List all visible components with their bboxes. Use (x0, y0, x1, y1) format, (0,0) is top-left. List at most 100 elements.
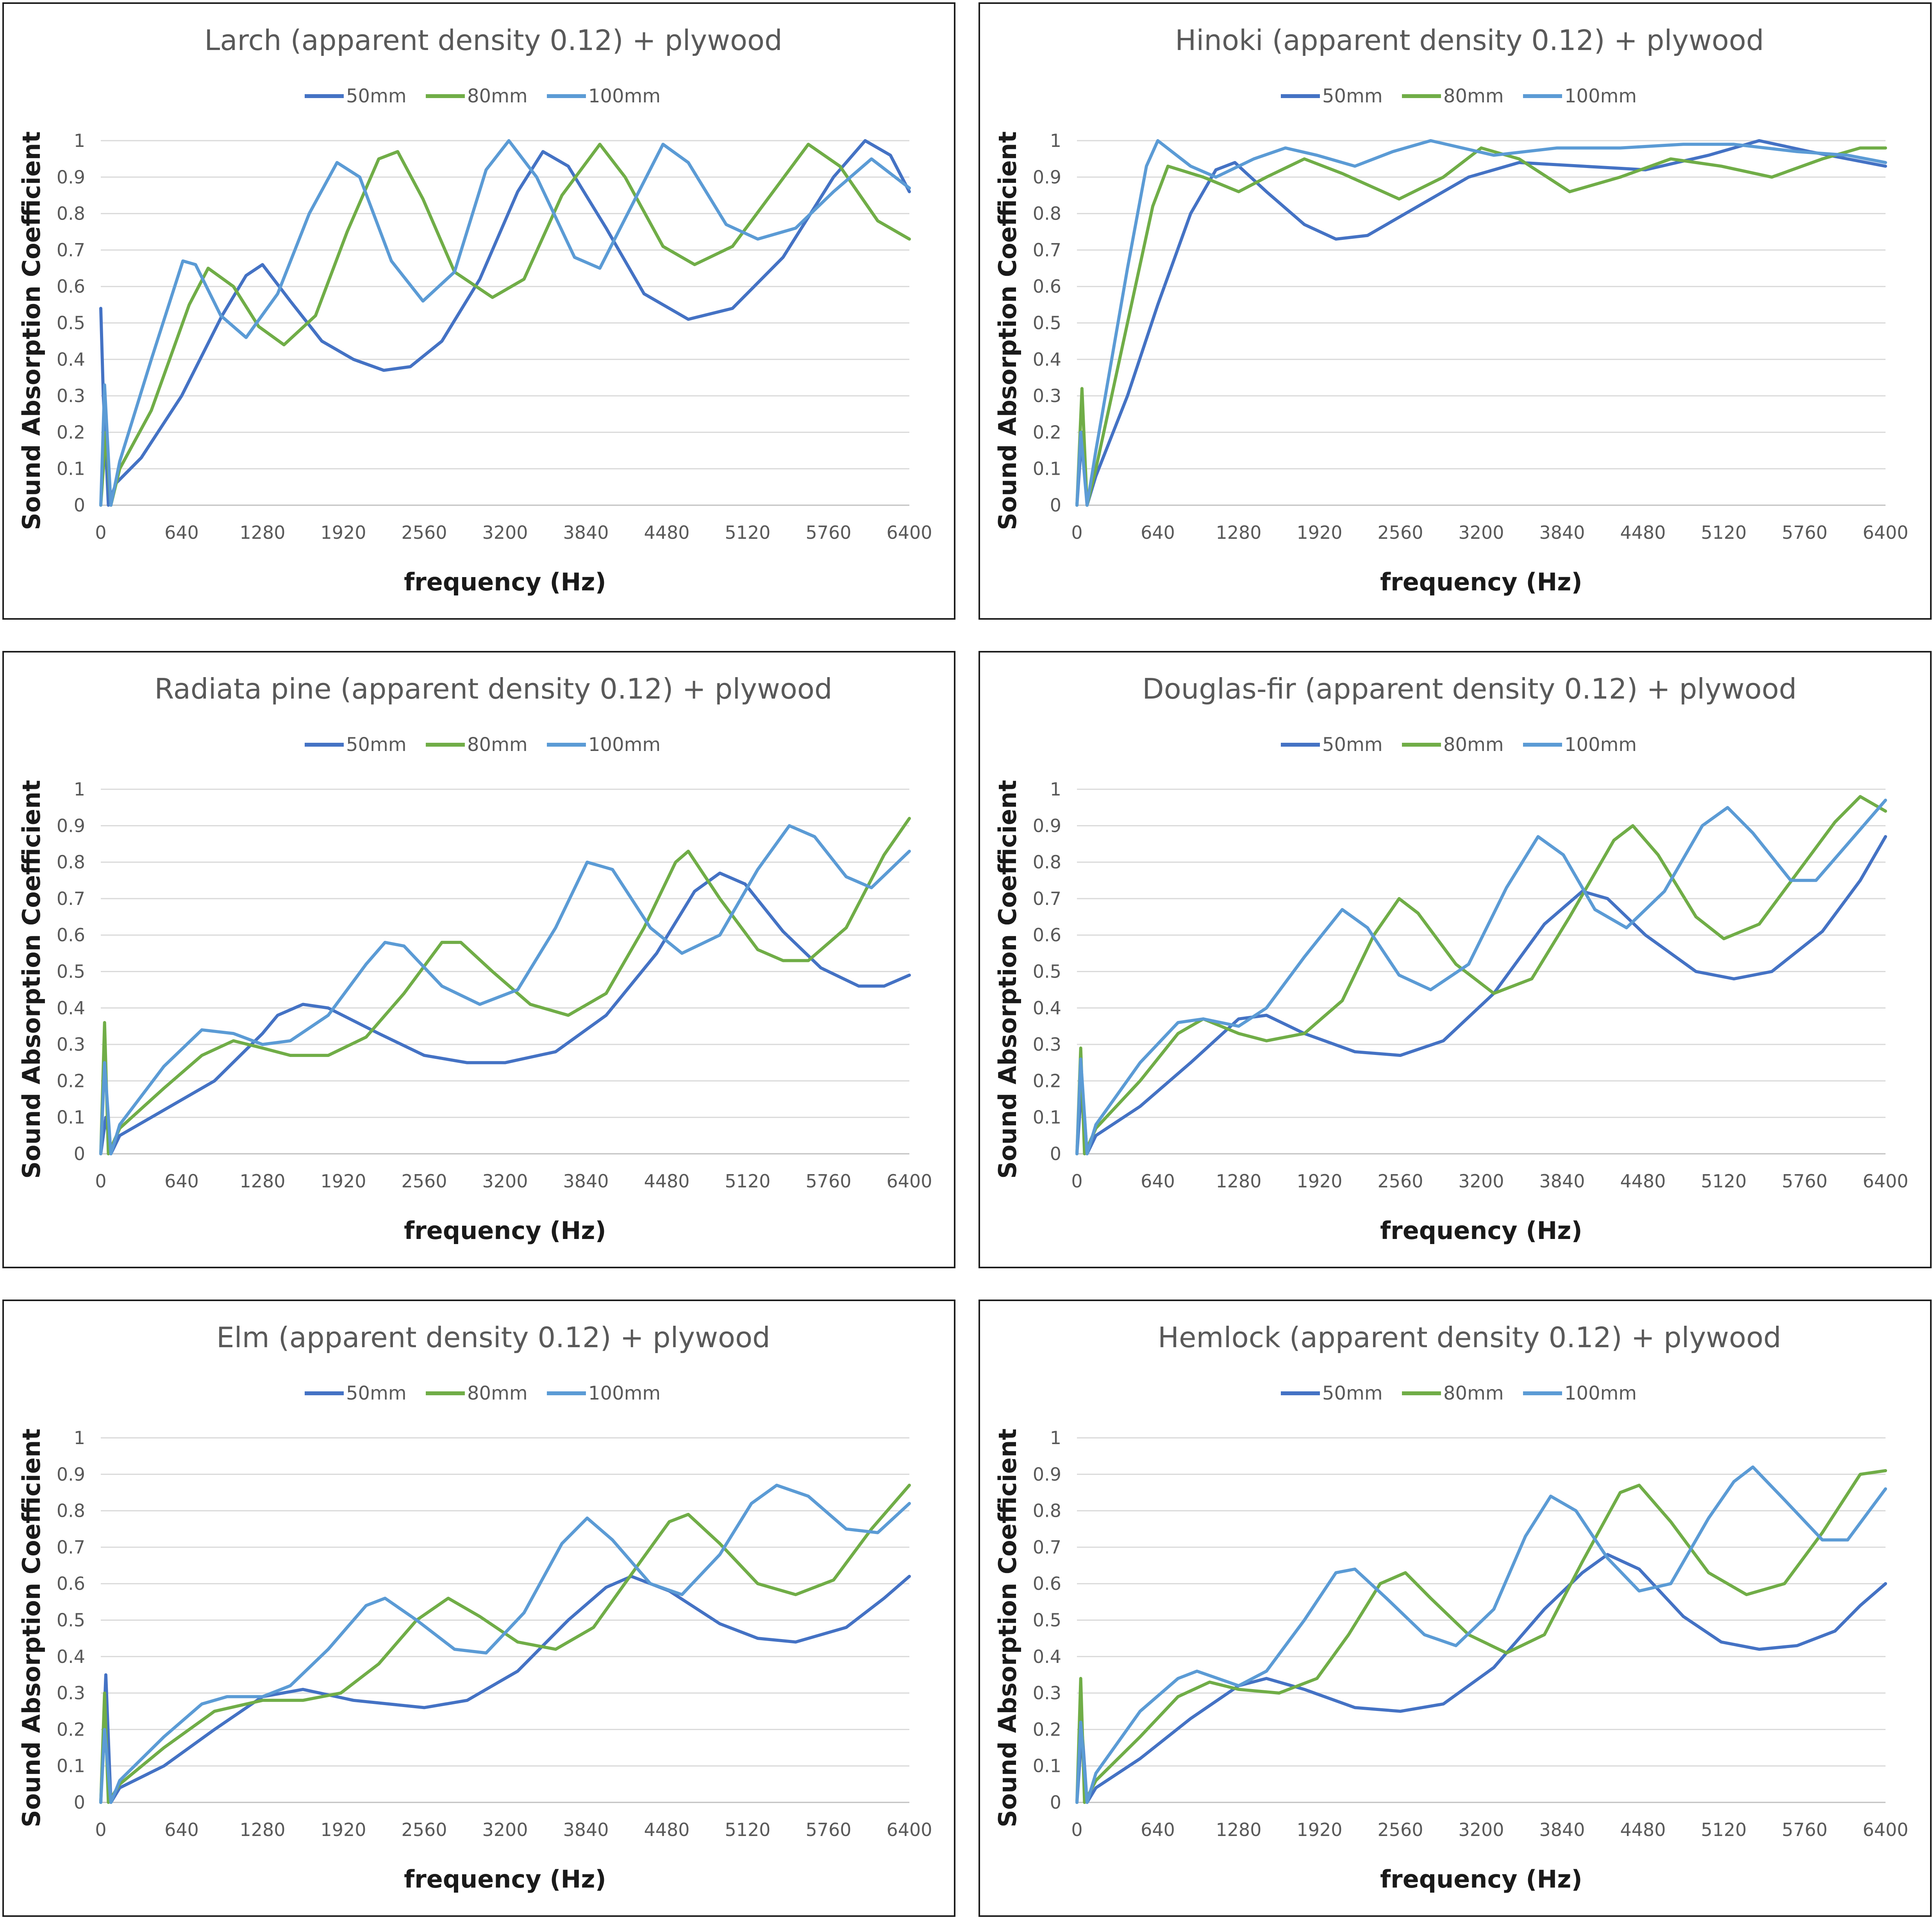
y-tick-label: 0.4 (57, 998, 85, 1019)
legend-label: 50mm (1322, 1382, 1383, 1404)
legend-label: 50mm (346, 734, 407, 756)
y-tick-label: 1 (74, 1427, 85, 1448)
y-tick-label: 1 (1050, 1427, 1061, 1448)
x-tick-label: 3200 (1458, 522, 1504, 543)
x-tick-label: 2560 (1377, 1819, 1423, 1840)
x-tick-label: 6400 (1862, 1819, 1908, 1840)
y-tick-label: 0.4 (1033, 349, 1061, 370)
y-tick-label: 0.9 (1033, 815, 1061, 836)
x-tick-label: 5120 (1701, 522, 1746, 543)
x-tick-label: 1920 (1296, 1171, 1342, 1192)
x-tick-label: 5760 (805, 522, 851, 543)
y-tick-label: 0.7 (1033, 1537, 1061, 1558)
series-line-80mm (1075, 146, 1887, 507)
y-tick-label: 0.4 (1033, 1646, 1061, 1667)
x-axis-label: frequency (Hz) (1380, 1865, 1582, 1893)
chart-panel: Radiata pine (apparent density 0.12) + p… (2, 651, 955, 1268)
x-tick-label: 5760 (805, 1171, 851, 1192)
x-tick-label: 5120 (725, 1171, 770, 1192)
y-tick-label: 0.2 (1033, 1719, 1061, 1740)
y-tick-label: 0.5 (1033, 313, 1061, 334)
chart-title: Larch (apparent density 0.12) + plywood (204, 24, 782, 57)
x-tick-label: 6400 (886, 1171, 932, 1192)
x-tick-label: 640 (1141, 1819, 1175, 1840)
y-axis-label: Sound Absorption Coefficient (17, 131, 46, 530)
y-axis-label: Sound Absorption Coefficient (993, 1428, 1022, 1827)
legend-label: 50mm (1322, 85, 1383, 107)
line-chart: Larch (apparent density 0.12) + plywood 5… (17, 24, 932, 596)
x-tick-label: 1920 (320, 522, 366, 543)
x-tick-label: 6400 (1862, 522, 1908, 543)
x-tick-label: 640 (164, 1819, 199, 1840)
series-line-80mm (99, 817, 911, 1155)
legend-label: 100mm (588, 734, 661, 756)
y-tick-label: 0.4 (1033, 998, 1061, 1019)
y-tick-label: 0.6 (1033, 1573, 1061, 1594)
y-tick-label: 1 (1050, 779, 1061, 800)
legend-label: 100mm (1564, 734, 1637, 756)
chart-panel: Hinoki (apparent density 0.12) + plywood… (978, 2, 1932, 620)
x-tick-label: 3840 (563, 522, 609, 543)
y-tick-label: 1 (1050, 130, 1061, 151)
y-tick-label: 0.3 (1033, 385, 1061, 406)
x-tick-label: 1920 (1296, 1819, 1342, 1840)
y-tick-label: 0 (74, 1143, 85, 1164)
x-tick-label: 3200 (482, 1819, 528, 1840)
legend-label: 100mm (588, 85, 661, 107)
y-tick-label: 1 (74, 130, 85, 151)
y-tick-label: 0.9 (1033, 166, 1061, 188)
y-tick-label: 0.6 (57, 276, 85, 297)
y-tick-label: 0.5 (57, 961, 85, 982)
x-axis-label: frequency (Hz) (404, 1216, 606, 1245)
y-axis-label: Sound Absorption Coefficient (993, 780, 1022, 1179)
x-tick-label: 5120 (725, 522, 770, 543)
legend-label: 50mm (346, 1382, 407, 1404)
x-tick-label: 1280 (1216, 1819, 1261, 1840)
y-tick-label: 0.7 (57, 240, 85, 261)
legend-label: 80mm (1443, 734, 1504, 756)
x-tick-label: 3840 (1539, 1819, 1585, 1840)
y-tick-label: 0.3 (57, 385, 85, 406)
x-tick-label: 4480 (644, 522, 689, 543)
chart-title: Hemlock (apparent density 0.12) + plywoo… (1158, 1321, 1781, 1354)
chart-title: Elm (apparent density 0.12) + plywood (216, 1321, 770, 1354)
series-line-100mm (1075, 139, 1887, 507)
x-tick-label: 2560 (401, 1819, 447, 1840)
x-axis-label: frequency (Hz) (1380, 1216, 1582, 1245)
x-tick-label: 6400 (1862, 1171, 1908, 1192)
series-line-100mm (1075, 799, 1887, 1155)
series-line-50mm (1075, 1553, 1887, 1804)
y-tick-label: 0 (1050, 1143, 1061, 1164)
series-line-50mm (1075, 835, 1887, 1155)
y-tick-label: 0.2 (1033, 422, 1061, 443)
y-tick-label: 0.5 (1033, 1610, 1061, 1631)
y-tick-label: 0.1 (1033, 1107, 1061, 1128)
series-line-50mm (99, 139, 911, 507)
y-tick-label: 0.8 (1033, 852, 1061, 873)
x-tick-label: 0 (95, 1171, 106, 1192)
legend-label: 80mm (467, 1382, 528, 1404)
x-tick-label: 0 (95, 1819, 106, 1840)
x-tick-label: 5760 (1782, 1171, 1827, 1192)
x-axis-label: frequency (Hz) (404, 568, 606, 596)
series-line-50mm (99, 871, 911, 1155)
chart-title: Radiata pine (apparent density 0.12) + p… (154, 672, 832, 705)
line-chart: Douglas-fir (apparent density 0.12) + pl… (993, 672, 1909, 1245)
y-axis-label: Sound Absorption Coefficient (17, 1428, 46, 1827)
y-tick-label: 0.8 (1033, 203, 1061, 224)
y-tick-label: 0.8 (57, 852, 85, 873)
x-tick-label: 0 (1071, 1171, 1082, 1192)
y-tick-label: 0.4 (57, 349, 85, 370)
x-tick-label: 1920 (320, 1171, 366, 1192)
series-line-80mm (1075, 795, 1887, 1155)
y-tick-label: 0.5 (1033, 961, 1061, 982)
y-tick-label: 0.2 (57, 1719, 85, 1740)
line-chart: Hinoki (apparent density 0.12) + plywood… (993, 24, 1909, 596)
y-tick-label: 0.5 (57, 313, 85, 334)
y-tick-label: 0.9 (57, 1464, 85, 1485)
x-tick-label: 6400 (886, 1819, 932, 1840)
chart-title: Hinoki (apparent density 0.12) + plywood (1175, 24, 1764, 57)
legend-label: 50mm (346, 85, 407, 107)
x-tick-label: 0 (95, 522, 106, 543)
chart-panel: Douglas-fir (apparent density 0.12) + pl… (978, 651, 1932, 1268)
